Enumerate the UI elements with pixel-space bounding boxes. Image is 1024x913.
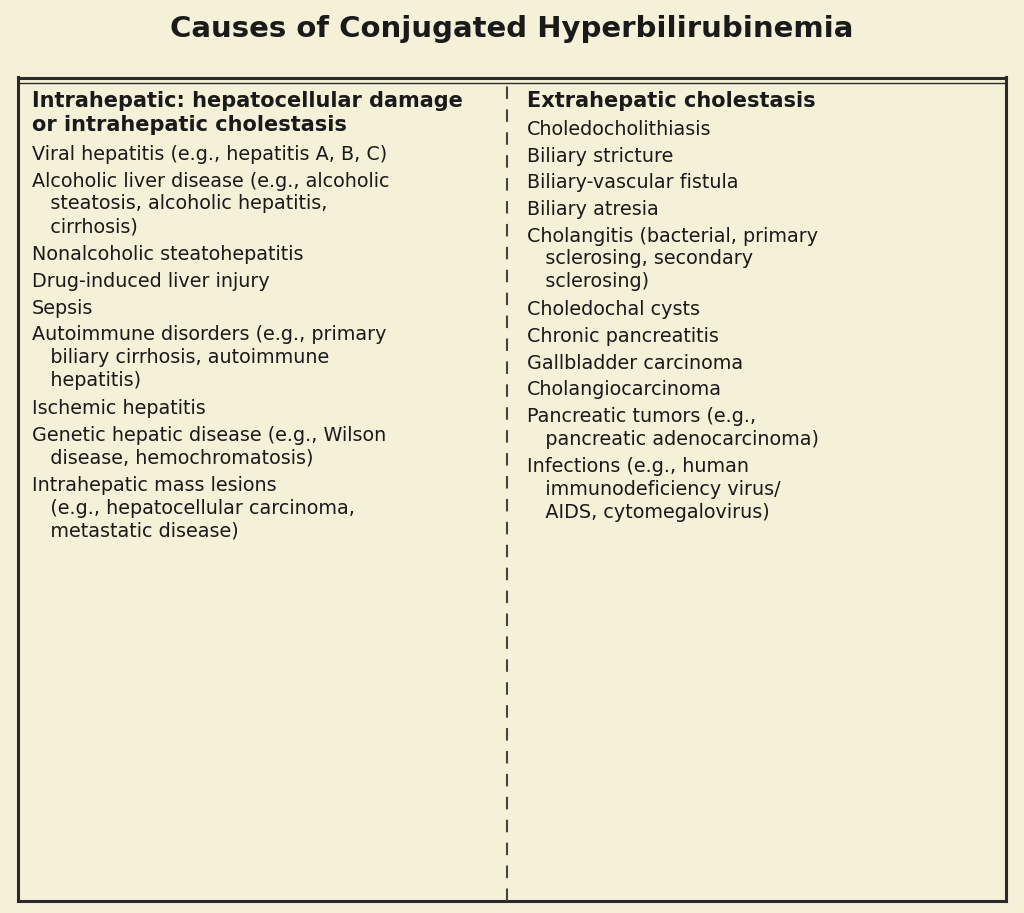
- Text: Causes of Conjugated Hyperbilirubinemia: Causes of Conjugated Hyperbilirubinemia: [170, 15, 854, 43]
- Text: Choledocholithiasis: Choledocholithiasis: [527, 120, 712, 139]
- Text: Drug-induced liver injury: Drug-induced liver injury: [32, 272, 269, 291]
- Text: Biliary atresia: Biliary atresia: [527, 200, 658, 219]
- Text: Choledochal cysts: Choledochal cysts: [527, 300, 699, 320]
- Text: Autoimmune disorders (e.g., primary
   biliary cirrhosis, autoimmune
   hepatiti: Autoimmune disorders (e.g., primary bili…: [32, 325, 386, 390]
- Text: Pancreatic tumors (e.g.,
   pancreatic adenocarcinoma): Pancreatic tumors (e.g., pancreatic aden…: [527, 407, 819, 448]
- Text: Cholangitis (bacterial, primary
   sclerosing, secondary
   sclerosing): Cholangitis (bacterial, primary sclerosi…: [527, 226, 818, 291]
- Text: Biliary-vascular fistula: Biliary-vascular fistula: [527, 173, 738, 192]
- Text: Intrahepatic mass lesions
   (e.g., hepatocellular carcinoma,
   metastatic dise: Intrahepatic mass lesions (e.g., hepatoc…: [32, 476, 355, 540]
- Text: Extrahepatic cholestasis: Extrahepatic cholestasis: [527, 91, 815, 111]
- Text: Cholangiocarcinoma: Cholangiocarcinoma: [527, 381, 722, 399]
- Text: Gallbladder carcinoma: Gallbladder carcinoma: [527, 353, 743, 373]
- Text: Genetic hepatic disease (e.g., Wilson
   disease, hemochromatosis): Genetic hepatic disease (e.g., Wilson di…: [32, 425, 386, 467]
- Text: Viral hepatitis (e.g., hepatitis A, B, C): Viral hepatitis (e.g., hepatitis A, B, C…: [32, 145, 387, 163]
- Text: Chronic pancreatitis: Chronic pancreatitis: [527, 327, 719, 346]
- Text: Infections (e.g., human
   immunodeficiency virus/
   AIDS, cytomegalovirus): Infections (e.g., human immunodeficiency…: [527, 457, 780, 521]
- Text: Nonalcoholic steatohepatitis: Nonalcoholic steatohepatitis: [32, 246, 303, 264]
- Text: Intrahepatic: hepatocellular damage
or intrahepatic cholestasis: Intrahepatic: hepatocellular damage or i…: [32, 91, 463, 135]
- Text: Sepsis: Sepsis: [32, 299, 93, 318]
- Text: Alcoholic liver disease (e.g., alcoholic
   steatosis, alcoholic hepatitis,
   c: Alcoholic liver disease (e.g., alcoholic…: [32, 172, 389, 236]
- Text: Biliary stricture: Biliary stricture: [527, 146, 673, 165]
- Text: Ischemic hepatitis: Ischemic hepatitis: [32, 399, 206, 418]
